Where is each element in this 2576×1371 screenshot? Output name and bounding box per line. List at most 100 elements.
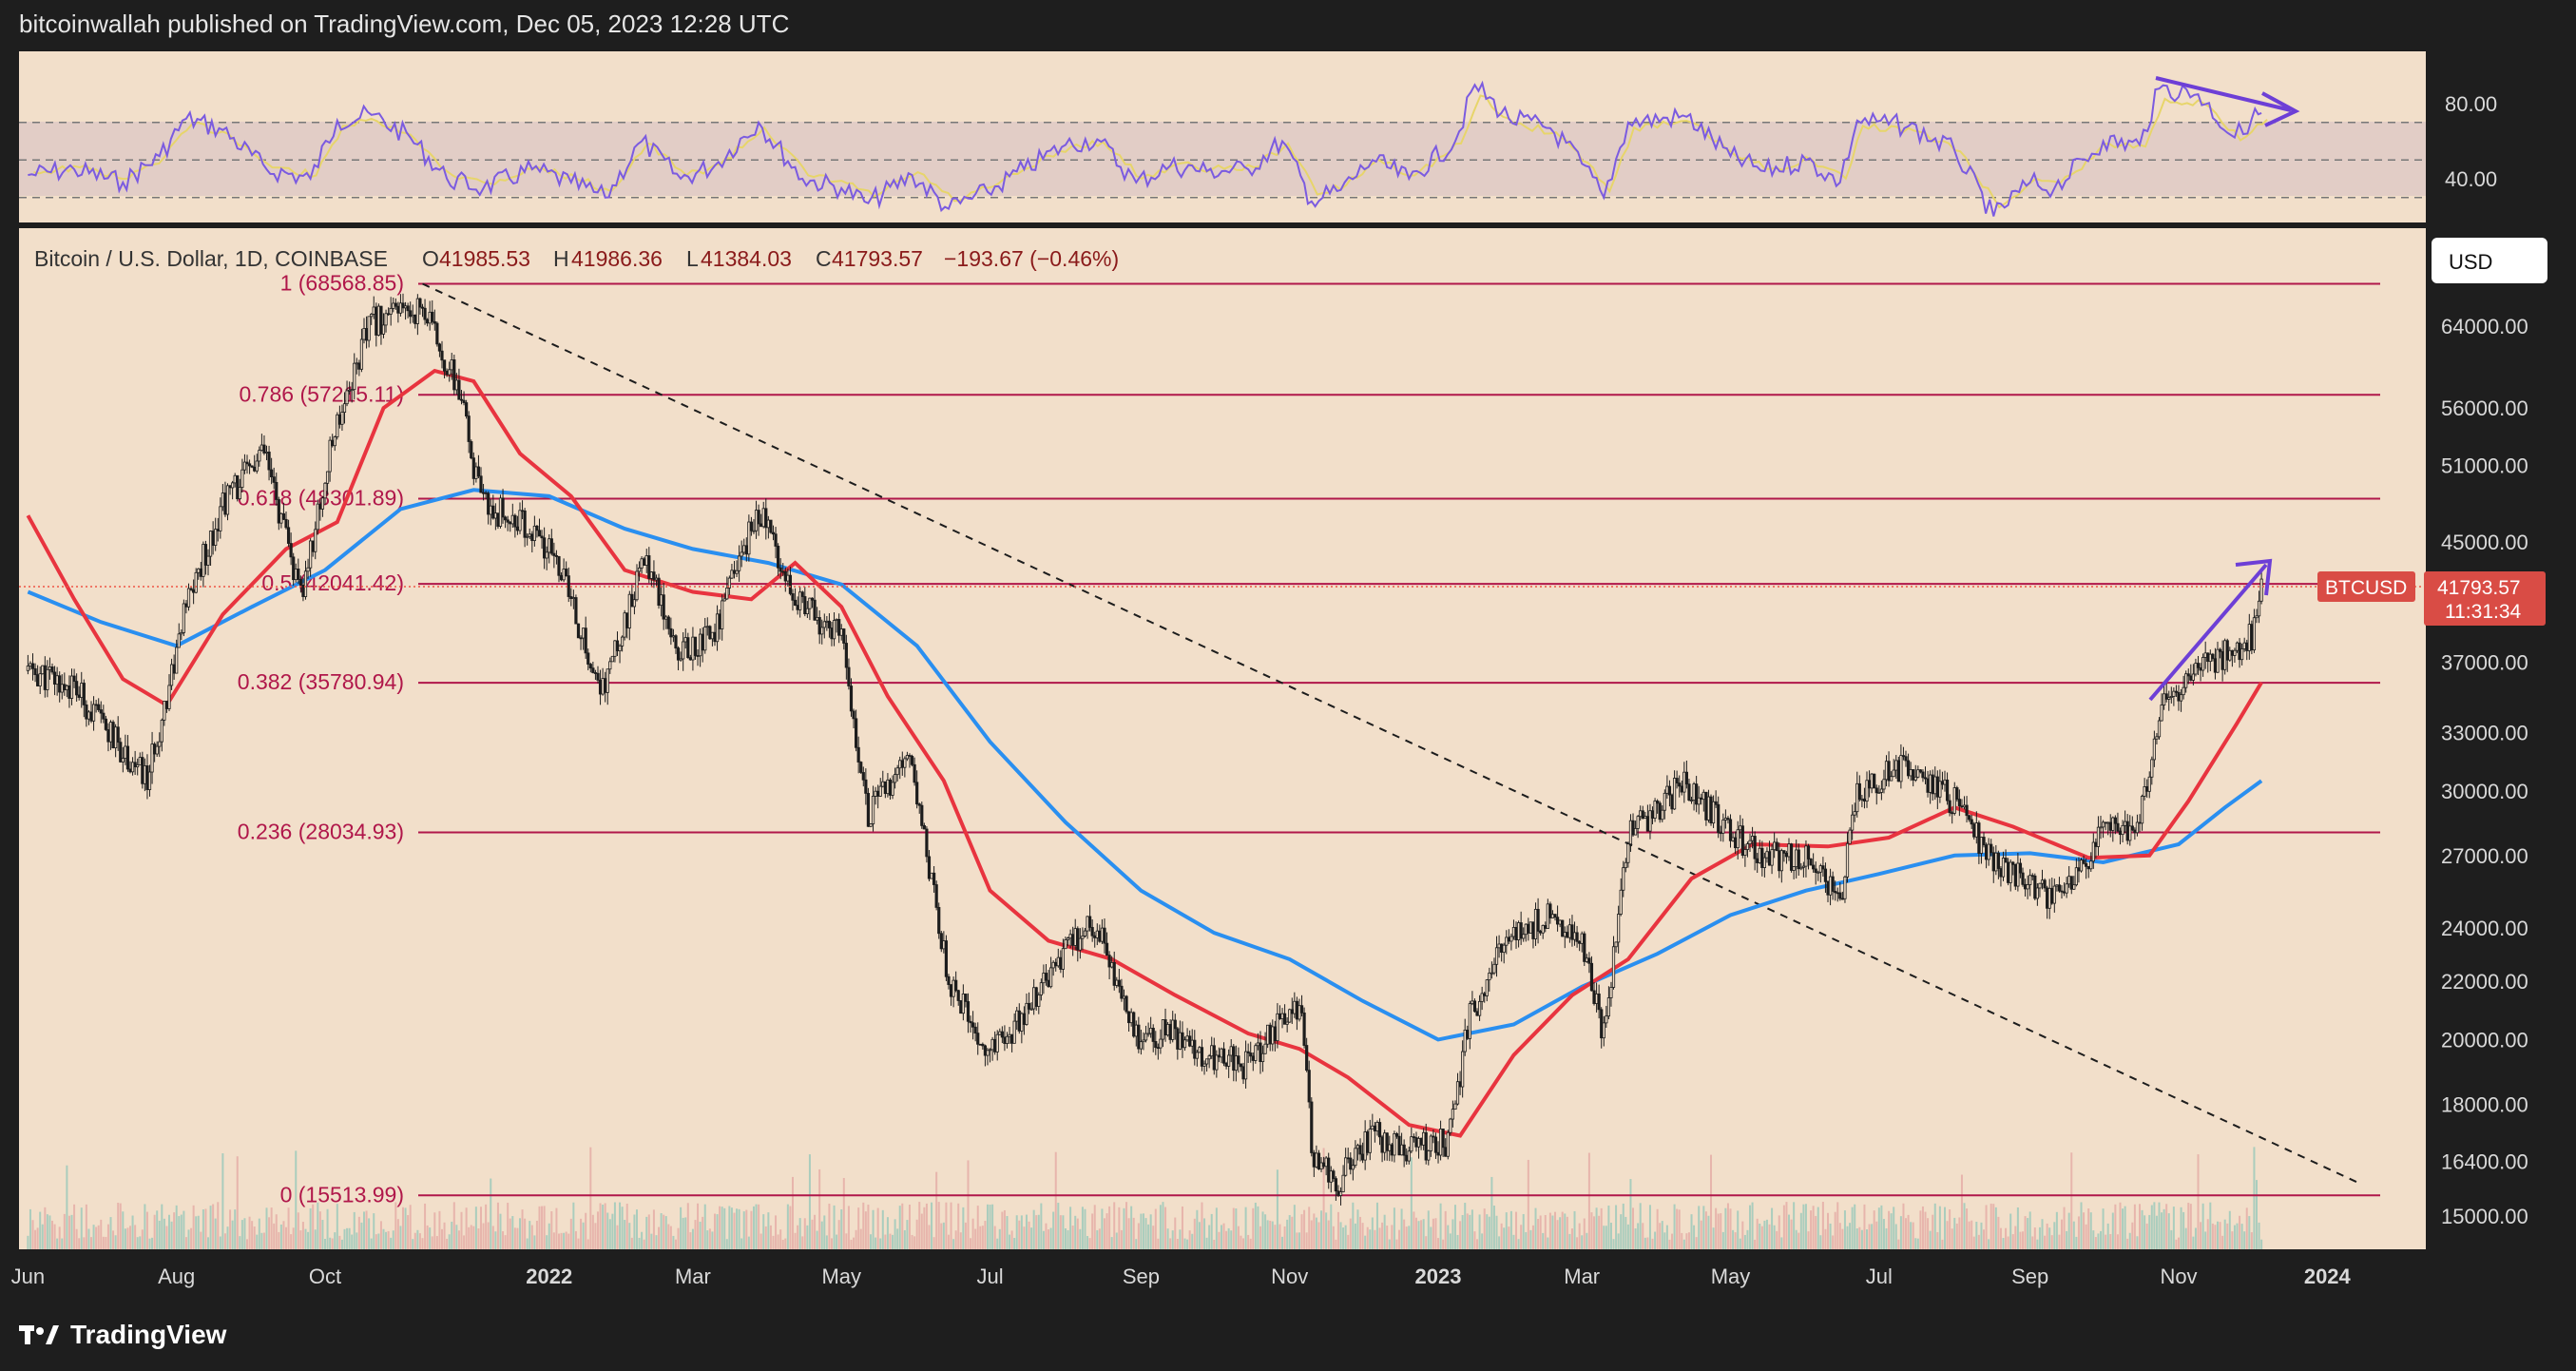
candle-body	[1402, 1144, 1406, 1156]
candle-body	[515, 526, 520, 531]
volume-bar	[711, 1231, 714, 1249]
volume-bar	[404, 1207, 407, 1249]
volume-bar	[1210, 1213, 1213, 1249]
volume-bar	[1797, 1232, 1800, 1249]
volume-bar	[251, 1221, 254, 1249]
candle-body	[976, 1033, 980, 1045]
candle-body	[1943, 779, 1947, 785]
volume-bar	[1386, 1226, 1389, 1249]
candle-body	[1472, 1000, 1477, 1013]
volume-bar	[2153, 1202, 2156, 1249]
price-y-axis[interactable]: 64000.0056000.0051000.0045000.0037000.00…	[2441, 315, 2528, 1228]
candle-body	[1773, 841, 1777, 851]
volume-bar	[1921, 1206, 1924, 1249]
candle-body	[632, 599, 637, 608]
volume-bar	[713, 1213, 716, 1249]
volume-bar	[1067, 1229, 1069, 1249]
candle-body	[1797, 849, 1800, 870]
candle-body	[409, 310, 413, 318]
candle-body	[532, 525, 536, 541]
candle-body	[1892, 769, 1895, 778]
volume-bar	[862, 1202, 865, 1249]
volume-bar	[1257, 1206, 1259, 1249]
candle-body	[2167, 697, 2171, 700]
candle-body	[2096, 826, 2101, 847]
candle-body	[510, 514, 514, 525]
candle-body	[442, 359, 447, 372]
candle-body	[1149, 1028, 1153, 1034]
volume-bar	[836, 1234, 838, 1249]
volume-bar	[1863, 1204, 1866, 1249]
candle-body	[1182, 1039, 1187, 1049]
volume-bar	[1508, 1226, 1510, 1249]
volume-bar	[468, 1226, 471, 1249]
volume-bars	[27, 1147, 2263, 1249]
volume-bar	[572, 1202, 575, 1249]
candle-body	[406, 305, 410, 312]
candle-body	[2242, 642, 2246, 649]
volume-bar	[2105, 1234, 2107, 1249]
candle-body	[1256, 1042, 1260, 1047]
candle-body	[647, 555, 651, 579]
volume-bar	[2170, 1229, 2173, 1249]
price-badge-countdown: 11:31:34	[2445, 601, 2522, 623]
tradingview-brand[interactable]: TradingView	[19, 1320, 226, 1350]
candle-body	[1451, 1109, 1454, 1120]
candle-body	[223, 492, 227, 515]
volume-bar	[1461, 1215, 1464, 1249]
candle-body	[1728, 819, 1733, 841]
volume-bar	[1237, 1226, 1240, 1249]
volume-bar	[1220, 1225, 1222, 1249]
candle-body	[1087, 916, 1092, 928]
volume-bar	[295, 1150, 298, 1249]
candle-body	[1583, 933, 1586, 962]
volume-bar	[901, 1203, 904, 1249]
candle-body	[554, 555, 559, 557]
volume-bar	[1171, 1230, 1174, 1249]
volume-bar	[1732, 1229, 1735, 1249]
candle-body	[759, 523, 763, 528]
volume-bar	[1656, 1208, 1659, 1249]
volume-bar	[297, 1212, 299, 1249]
volume-bar	[1037, 1214, 1040, 1249]
volume-bar	[672, 1235, 675, 1249]
candle-body	[1407, 1150, 1411, 1162]
volume-bar	[2075, 1236, 2078, 1249]
x-tick: Jul	[976, 1265, 1003, 1288]
candle-body	[771, 531, 776, 535]
candle-body	[1884, 761, 1889, 781]
volume-bar	[1471, 1209, 1473, 1249]
volume-bar	[362, 1211, 365, 1249]
price-panel[interactable]	[19, 228, 2426, 1249]
volume-bar	[1476, 1239, 1479, 1249]
volume-bar	[991, 1204, 994, 1249]
candle-body	[1327, 1157, 1331, 1183]
volume-bar	[937, 1202, 940, 1249]
candle-body	[219, 506, 222, 531]
volume-bar	[1851, 1207, 1854, 1249]
volume-bar	[1466, 1213, 1469, 1249]
candle-body	[1168, 1024, 1172, 1040]
volume-bar	[100, 1219, 103, 1249]
candle-body	[1202, 1063, 1206, 1067]
volume-bar	[275, 1214, 278, 1249]
volume-bar	[180, 1214, 183, 1249]
time-axis[interactable]: Jun Aug Oct 2022 Mar May Jul Sep Nov 2023 Mar May Ju…	[11, 1265, 2352, 1288]
volume-bar	[1498, 1236, 1501, 1249]
candle-body	[779, 567, 782, 572]
candle-body	[988, 1049, 992, 1052]
volume-bar	[1944, 1207, 1947, 1249]
candle-body	[1017, 1010, 1021, 1032]
volume-bar	[126, 1227, 129, 1249]
volume-bar	[1890, 1213, 1893, 1249]
volume-bar	[511, 1216, 514, 1249]
candle-body	[491, 505, 495, 519]
volume-bar	[2161, 1212, 2163, 1249]
currency-button[interactable]: USD	[2432, 238, 2547, 283]
candle-body	[971, 1022, 975, 1028]
candle-body	[367, 316, 371, 341]
volume-bar	[2016, 1207, 2019, 1249]
candle-body	[1156, 1047, 1160, 1050]
